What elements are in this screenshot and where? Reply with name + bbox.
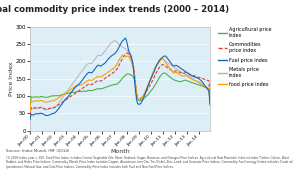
X-axis label: Month: Month <box>110 149 130 154</box>
Text: (1) 2005 Index year = 100. Food Price Index includes Cereal, Vegetable Oils, Mea: (1) 2005 Index year = 100. Food Price In… <box>6 156 292 169</box>
Text: Source: Index Mundi, IMF (2014): Source: Index Mundi, IMF (2014) <box>6 149 69 153</box>
Legend: Agricultural price
index, Commodities
price index, Fuel price index, Metals pric: Agricultural price index, Commodities pr… <box>218 27 271 87</box>
Text: Global commodity price index trends (2000 – 2014): Global commodity price index trends (200… <box>0 5 230 14</box>
Y-axis label: Price Index: Price Index <box>9 61 14 96</box>
